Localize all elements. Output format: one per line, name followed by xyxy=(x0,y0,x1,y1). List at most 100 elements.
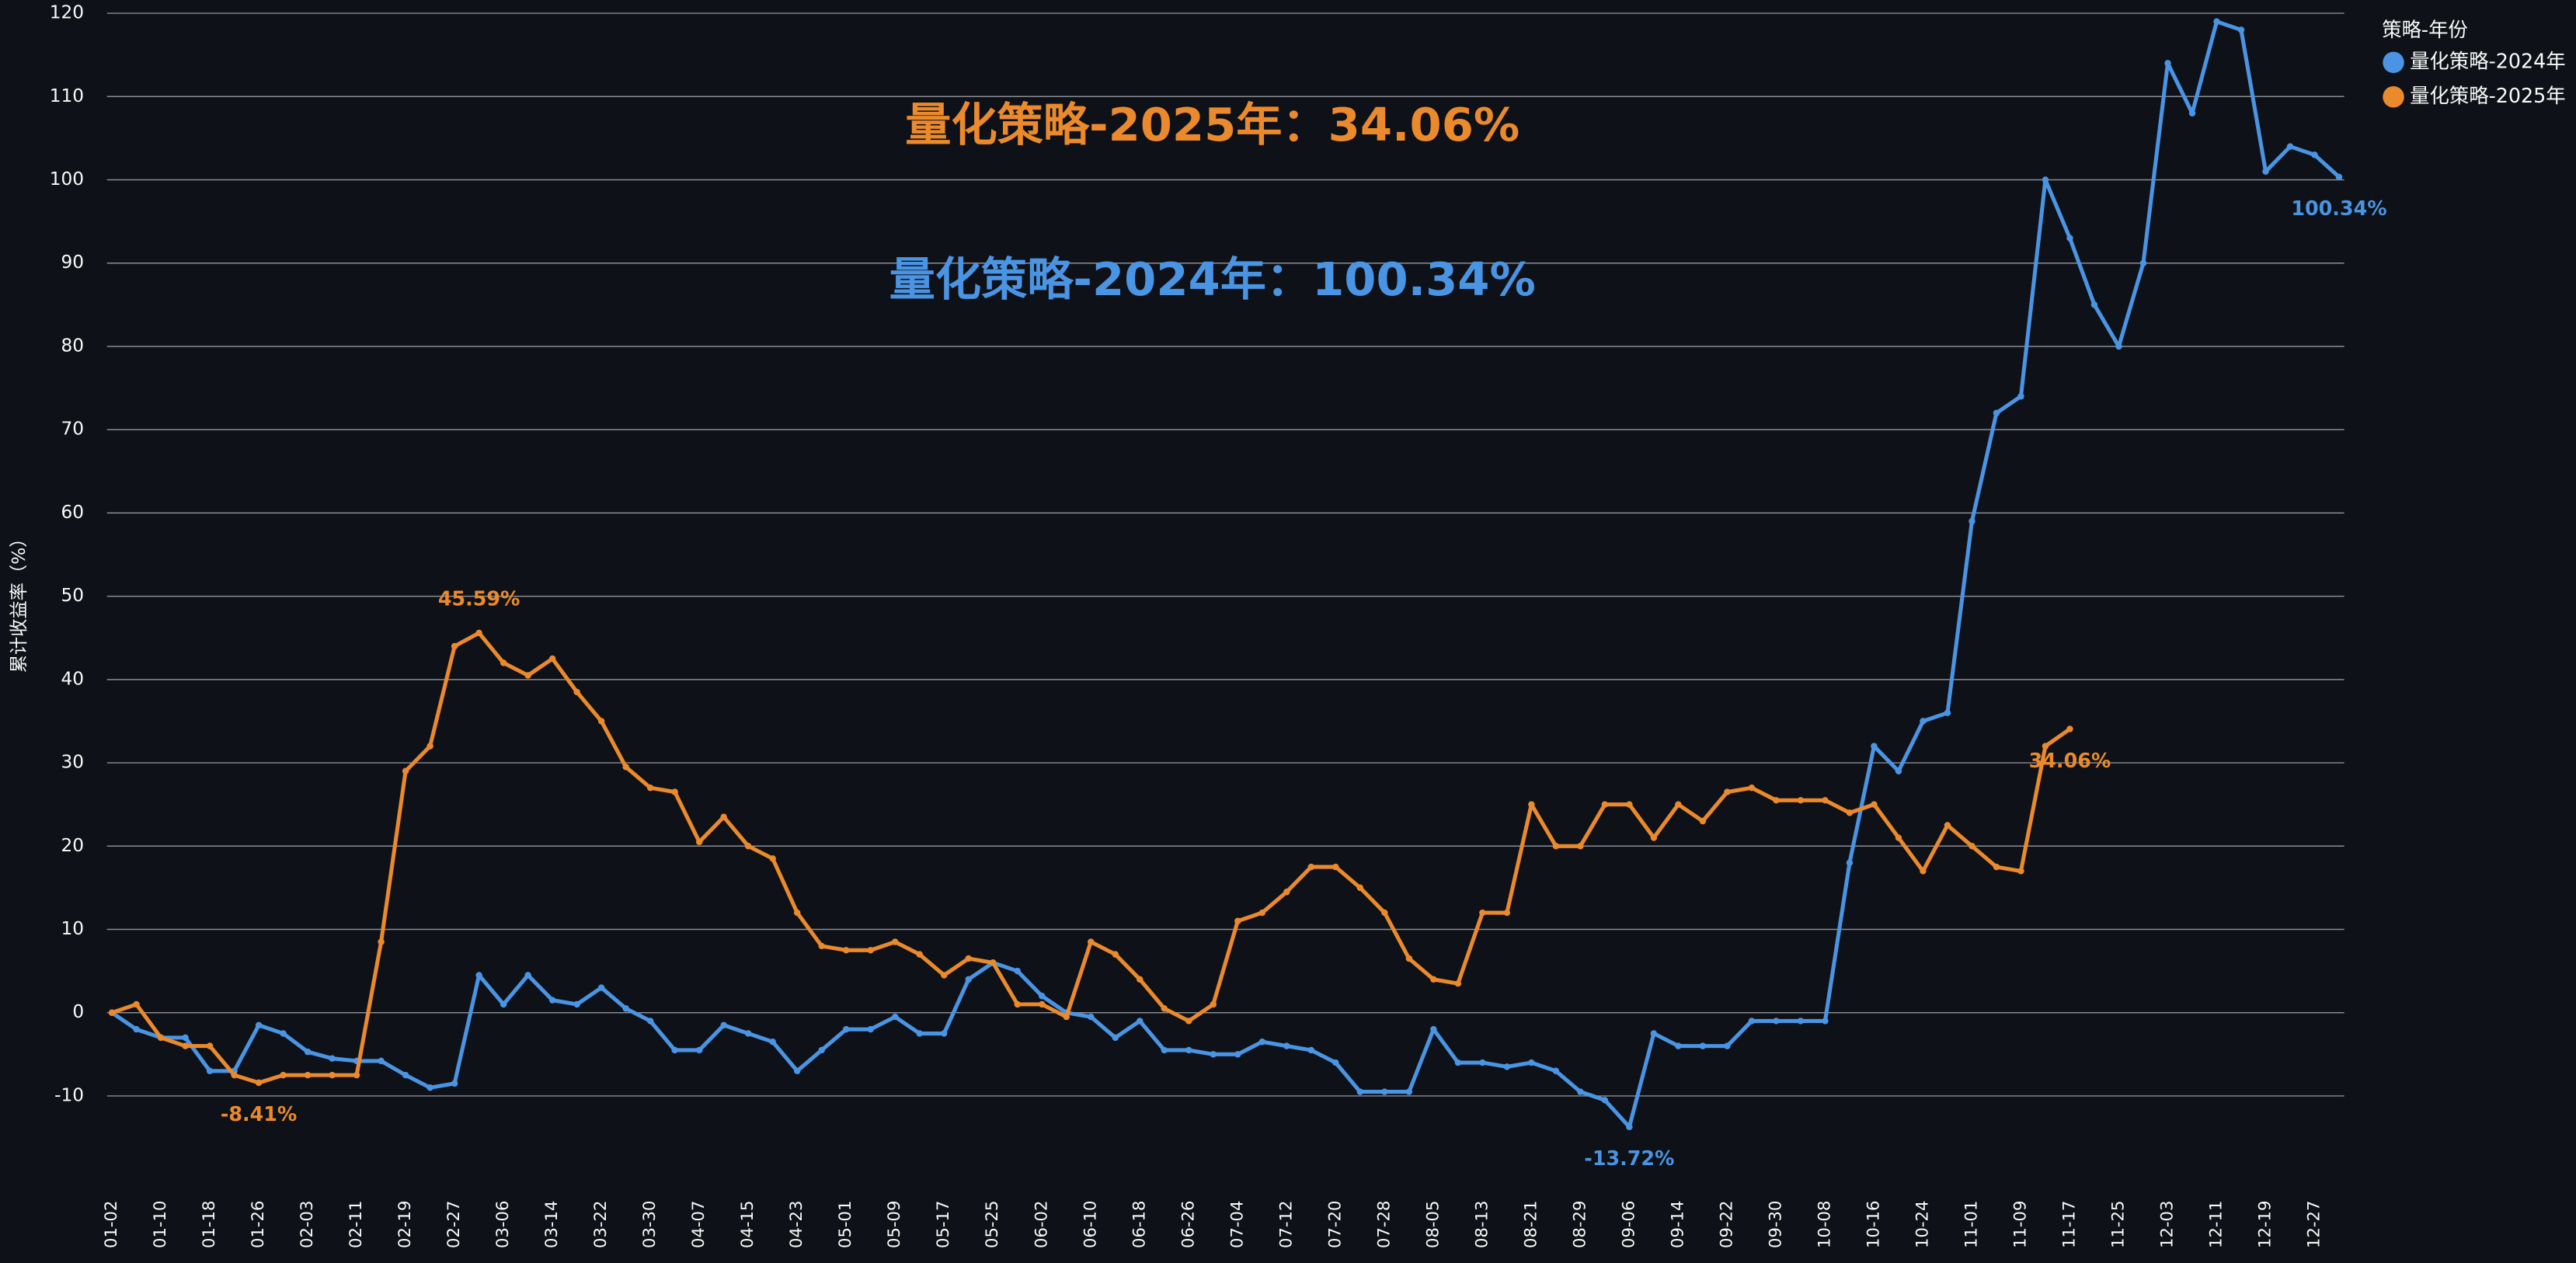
x-tick-label: 10-24 xyxy=(1912,1201,1931,1248)
point xyxy=(1039,1000,1046,1008)
point xyxy=(1161,1046,1168,1054)
point xyxy=(916,951,923,958)
point xyxy=(1430,976,1437,983)
x-tick-label: 12-19 xyxy=(2255,1201,2275,1248)
point xyxy=(769,855,776,862)
x-tick-label: 12-11 xyxy=(2206,1201,2226,1248)
point xyxy=(867,947,874,954)
point xyxy=(1014,1000,1021,1008)
point xyxy=(646,784,654,792)
point xyxy=(793,909,801,917)
x-tick-label: 12-27 xyxy=(2304,1201,2324,1248)
x-tick-label: 09-22 xyxy=(1716,1201,1735,1248)
point xyxy=(744,843,752,850)
point xyxy=(941,1030,948,1037)
point xyxy=(573,688,580,696)
series-line xyxy=(110,19,2341,1129)
point xyxy=(1234,917,1241,925)
x-tick-label: 04-07 xyxy=(688,1201,708,1248)
point xyxy=(1112,1034,1119,1042)
x-tick-label: 02-11 xyxy=(346,1201,365,1248)
x-tick-label: 08-29 xyxy=(1569,1201,1589,1248)
point xyxy=(1528,801,1535,808)
x-tick-label: 11-25 xyxy=(2108,1201,2127,1248)
point xyxy=(1039,993,1046,1000)
y-axis-label: 累计收益率（%） xyxy=(9,529,30,673)
x-tick-label: 03-06 xyxy=(493,1201,512,1248)
point xyxy=(1675,1042,1682,1049)
point xyxy=(108,1009,116,1016)
point xyxy=(1234,1051,1241,1058)
point xyxy=(1405,955,1413,962)
y-tick-label: 20 xyxy=(61,835,85,856)
point xyxy=(1381,1088,1388,1095)
x-tick-label: 12-03 xyxy=(2157,1201,2176,1248)
x-tick-label: 06-26 xyxy=(1178,1201,1197,1248)
point xyxy=(1846,809,1854,816)
point xyxy=(1405,1088,1413,1095)
legend-label: 量化策略-2025年 xyxy=(2410,84,2566,107)
point xyxy=(1601,1097,1609,1104)
point xyxy=(255,1021,263,1029)
y-tick-label: 30 xyxy=(61,752,85,773)
point xyxy=(1063,1013,1070,1021)
point xyxy=(133,1025,140,1033)
point xyxy=(671,1046,678,1054)
point xyxy=(1014,967,1021,975)
point xyxy=(965,976,972,983)
headline: 量化策略-2024年：100.34% xyxy=(889,252,1536,306)
data-label: -8.41% xyxy=(221,1102,298,1126)
point xyxy=(769,1039,776,1046)
x-tick-label: 04-15 xyxy=(737,1201,757,1248)
x-tick-label: 02-19 xyxy=(395,1201,414,1248)
point xyxy=(2237,26,2245,33)
point xyxy=(500,1000,507,1008)
headline: 量化策略-2025年：34.06% xyxy=(905,98,1519,151)
point xyxy=(1626,801,1633,808)
point xyxy=(1479,909,1486,917)
point xyxy=(2286,143,2294,150)
point xyxy=(1283,889,1290,896)
point xyxy=(133,1000,140,1008)
point xyxy=(720,813,727,820)
point xyxy=(1381,909,1388,917)
point xyxy=(157,1034,165,1042)
x-tick-label: 01-02 xyxy=(101,1201,120,1248)
x-tick-label: 09-30 xyxy=(1765,1201,1784,1248)
point xyxy=(524,672,531,679)
point xyxy=(818,1046,825,1054)
point xyxy=(842,947,850,954)
point xyxy=(451,642,458,650)
point xyxy=(1822,797,1829,804)
y-tick-label: 0 xyxy=(72,1001,84,1022)
point xyxy=(2066,725,2073,732)
point xyxy=(1797,1018,1805,1025)
point xyxy=(1699,817,1707,825)
point xyxy=(1871,743,1878,750)
x-tick-label: 11-09 xyxy=(2010,1201,2029,1248)
point xyxy=(1846,859,1854,866)
point xyxy=(1601,801,1609,808)
point xyxy=(475,629,482,637)
x-tick-label: 03-30 xyxy=(639,1201,659,1248)
point xyxy=(329,1071,336,1079)
point xyxy=(1307,863,1315,871)
point xyxy=(524,972,531,979)
point xyxy=(2213,18,2220,26)
point xyxy=(1650,834,1658,841)
point xyxy=(1258,1039,1266,1046)
point xyxy=(1577,843,1584,850)
x-tick-label: 09-14 xyxy=(1667,1201,1687,1248)
y-tick-label: 70 xyxy=(61,419,85,440)
point xyxy=(1650,1030,1658,1037)
point xyxy=(1675,801,1682,808)
point xyxy=(1479,1059,1486,1066)
point xyxy=(1993,409,2000,416)
point xyxy=(1283,1042,1290,1049)
point xyxy=(1185,1018,1192,1025)
point xyxy=(500,659,507,666)
x-tick-label: 11-17 xyxy=(2059,1201,2078,1248)
data-label: 45.59% xyxy=(438,587,520,611)
x-tick-label: 07-12 xyxy=(1276,1201,1295,1248)
